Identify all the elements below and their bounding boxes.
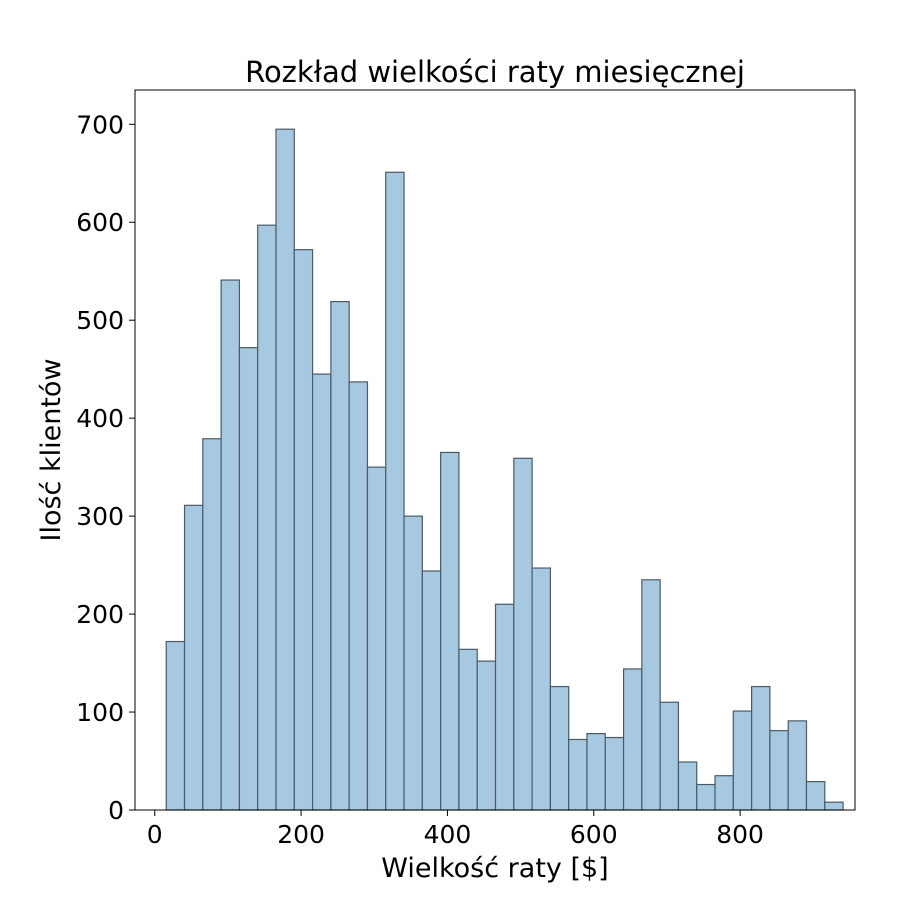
histogram-bar [257,224,277,811]
y-tick-label: 0 [108,796,124,825]
x-tick-label: 0 [147,820,163,849]
y-tick-label: 700 [76,110,124,139]
histogram-bar [787,720,808,811]
plot-frame [134,89,856,811]
histogram-bar [677,761,698,811]
histogram-bar [385,171,405,811]
y-axis-label: Ilość klientów [36,358,67,541]
histogram-bar [641,579,661,811]
histogram-bar [604,736,625,811]
histogram-bar [440,451,460,811]
histogram-bar [311,373,332,811]
x-tick-label: 800 [716,820,764,849]
histogram-bar [403,515,423,811]
histogram-bar [165,640,186,811]
histogram-bar [513,457,533,811]
histogram-bar [330,300,350,811]
histogram-bar [696,783,716,811]
x-tick-label: 600 [570,820,618,849]
chart-title: Rozkład wielkości raty miesięcznej [245,55,745,89]
x-tick-label: 200 [277,820,325,849]
histogram-bar [824,801,844,811]
x-tick-label: 400 [424,820,472,849]
histogram-bar [659,701,680,811]
histogram-bar [183,504,204,811]
histogram-bar [549,685,570,811]
y-tick-label: 300 [76,502,124,531]
histogram-bar [751,685,771,811]
histogram-bar [275,128,295,811]
histogram-bar [586,732,606,811]
histogram-bar [458,648,478,811]
y-axis-ticks: 0 100 200 300 400 500 600 700 [76,110,135,825]
histogram-bar [293,249,314,811]
histogram-bar [494,603,515,811]
histogram-bar [421,570,442,811]
histogram-bar [366,466,387,811]
x-axis-ticks: 0 200 400 600 800 [147,810,764,849]
histogram-bar [769,730,789,811]
histogram-bar [714,775,734,811]
histogram-bar [348,381,369,811]
y-tick-label: 600 [76,208,124,237]
histogram-bar [732,710,753,811]
histogram-bar [476,660,497,811]
x-axis-label: Wielkość raty [$] [381,853,608,884]
bars-group [165,128,844,811]
histogram-bar [568,738,588,811]
histogram-bar [238,347,259,811]
y-tick-label: 500 [76,306,124,335]
histogram-bar [220,279,241,811]
y-tick-label: 100 [76,698,124,727]
histogram-bar [805,780,826,811]
y-tick-label: 200 [76,600,124,629]
y-tick-label: 400 [76,404,124,433]
histogram-bar [531,567,551,811]
histogram-bar [622,668,643,811]
histogram-bar [202,438,222,811]
